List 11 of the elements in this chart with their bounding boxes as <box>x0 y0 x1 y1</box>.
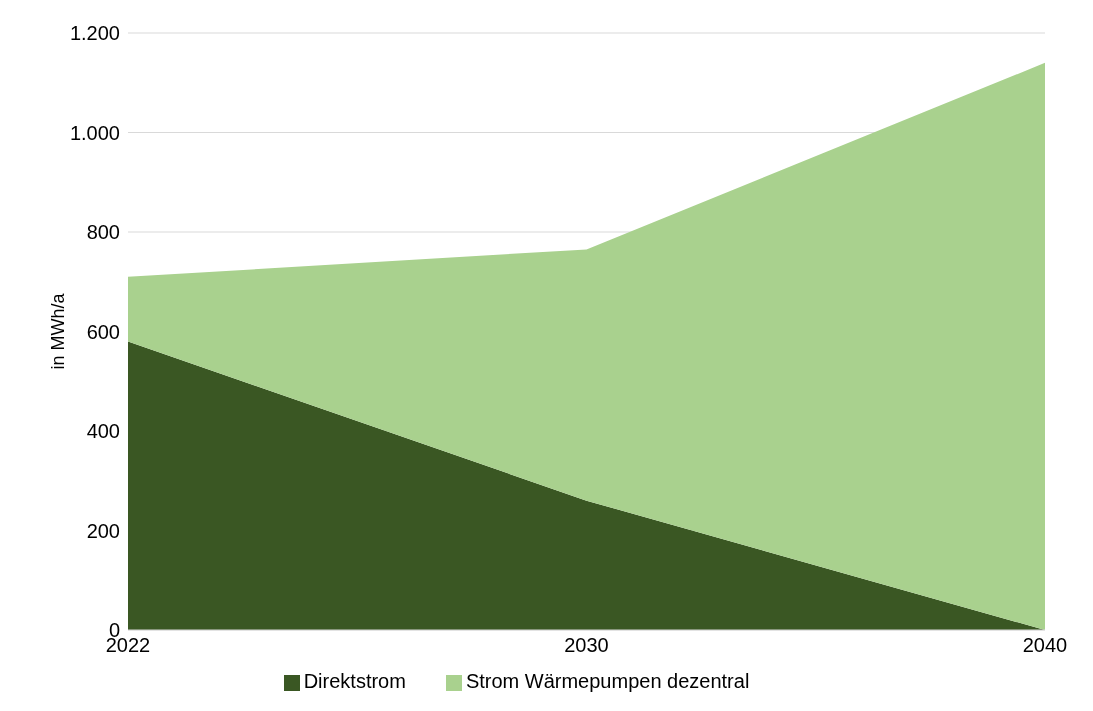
x-tick-label: 2030 <box>564 634 609 657</box>
legend-label: Strom Wärmepumpen dezentral <box>465 670 750 692</box>
y-tick-label: 800 <box>86 221 120 244</box>
y-tick-label: 200 <box>86 519 120 542</box>
y-tick-label: 1.000 <box>69 121 120 144</box>
legend-label: Direktstrom <box>303 670 406 692</box>
y-axis-title: in MWh/a <box>48 292 69 370</box>
y-tick-label: 1.200 <box>69 22 120 45</box>
x-tick-label: 2040 <box>1022 634 1068 657</box>
y-tick-label: 400 <box>86 420 120 443</box>
y-tick-label: 600 <box>86 320 120 343</box>
